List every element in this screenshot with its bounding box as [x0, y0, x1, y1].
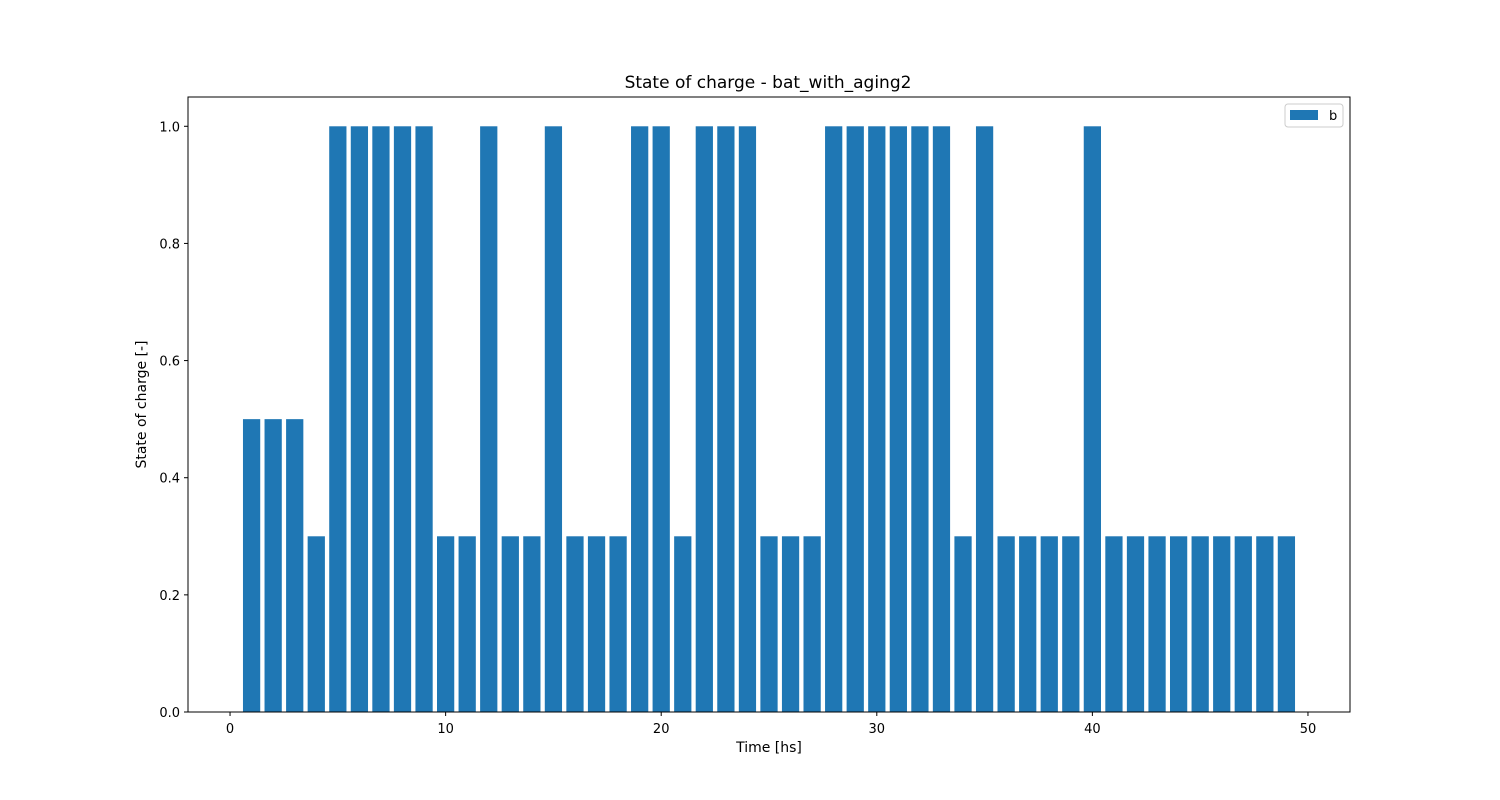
bar-5 — [329, 126, 347, 713]
bar-20 — [652, 126, 670, 713]
bar-31 — [889, 126, 907, 713]
bars-group — [242, 126, 1296, 713]
bar-15 — [544, 126, 563, 713]
bar-45 — [1191, 536, 1209, 712]
x-tick-label: 0 — [226, 722, 234, 737]
bar-17 — [587, 536, 606, 712]
bar-4 — [307, 536, 325, 712]
bar-27 — [803, 536, 821, 712]
bar-25 — [760, 536, 778, 712]
legend-swatch — [1290, 110, 1318, 120]
legend-label: b — [1329, 109, 1337, 124]
x-tick-label: 20 — [653, 722, 670, 737]
x-axis-ticks: 0 10 20 30 40 50 — [226, 712, 1316, 737]
y-tick-label: 1.0 — [159, 120, 180, 135]
bar-18 — [609, 536, 627, 712]
y-tick-label: 0.6 — [159, 355, 180, 370]
bar-42 — [1126, 536, 1145, 712]
bar-46 — [1213, 536, 1231, 712]
axes-frame — [187, 96, 1351, 713]
y-tick-label: 0.8 — [159, 237, 180, 252]
x-tick-label: 10 — [437, 722, 454, 737]
bar-1 — [242, 419, 261, 712]
bar-26 — [781, 536, 800, 712]
bar-36 — [997, 536, 1015, 712]
bar-30 — [868, 126, 886, 713]
bar-14 — [523, 536, 541, 712]
x-axis-label: Time [hs] — [735, 740, 802, 756]
bar-37 — [1019, 536, 1037, 712]
bar-34 — [954, 536, 972, 712]
bar-21 — [674, 536, 692, 712]
bar-2 — [264, 419, 282, 712]
bar-49 — [1277, 536, 1296, 712]
bar-39 — [1062, 536, 1080, 712]
bar-28 — [825, 126, 843, 713]
bar-35 — [975, 126, 994, 713]
bar-16 — [566, 536, 584, 712]
bar-19 — [631, 126, 649, 713]
x-tick-label: 30 — [869, 722, 886, 737]
bar-13 — [501, 536, 519, 712]
bar-3 — [286, 419, 304, 712]
bar-32 — [911, 126, 929, 713]
y-tick-label: 0.4 — [159, 472, 180, 487]
bar-22 — [695, 126, 713, 713]
x-tick-label: 50 — [1300, 722, 1317, 737]
x-tick-label: 40 — [1084, 722, 1101, 737]
bar-38 — [1040, 536, 1058, 712]
bar-24 — [738, 126, 757, 713]
bar-10 — [437, 536, 455, 712]
bar-40 — [1083, 126, 1101, 713]
bar-48 — [1256, 536, 1274, 712]
bar-41 — [1105, 536, 1123, 712]
bar-8 — [393, 126, 412, 713]
bar-44 — [1169, 536, 1188, 712]
bar-12 — [480, 126, 498, 713]
y-tick-label: 0.0 — [159, 706, 180, 721]
bar-23 — [717, 126, 735, 713]
y-axis-ticks: 0.0 0.2 0.4 0.6 0.8 1.0 — [159, 120, 188, 721]
bar-29 — [846, 126, 864, 713]
legend: b — [1284, 103, 1344, 128]
bar-11 — [458, 536, 476, 712]
bar-6 — [350, 126, 369, 713]
chart-title: State of charge - bat_with_aging2 — [625, 73, 912, 93]
bar-9 — [415, 126, 433, 713]
y-axis-label: State of charge [-] — [134, 340, 150, 468]
y-tick-label: 0.2 — [159, 589, 180, 604]
bar-33 — [932, 126, 951, 713]
bar-47 — [1234, 536, 1252, 712]
bar-7 — [372, 126, 390, 713]
bar-43 — [1148, 536, 1166, 712]
